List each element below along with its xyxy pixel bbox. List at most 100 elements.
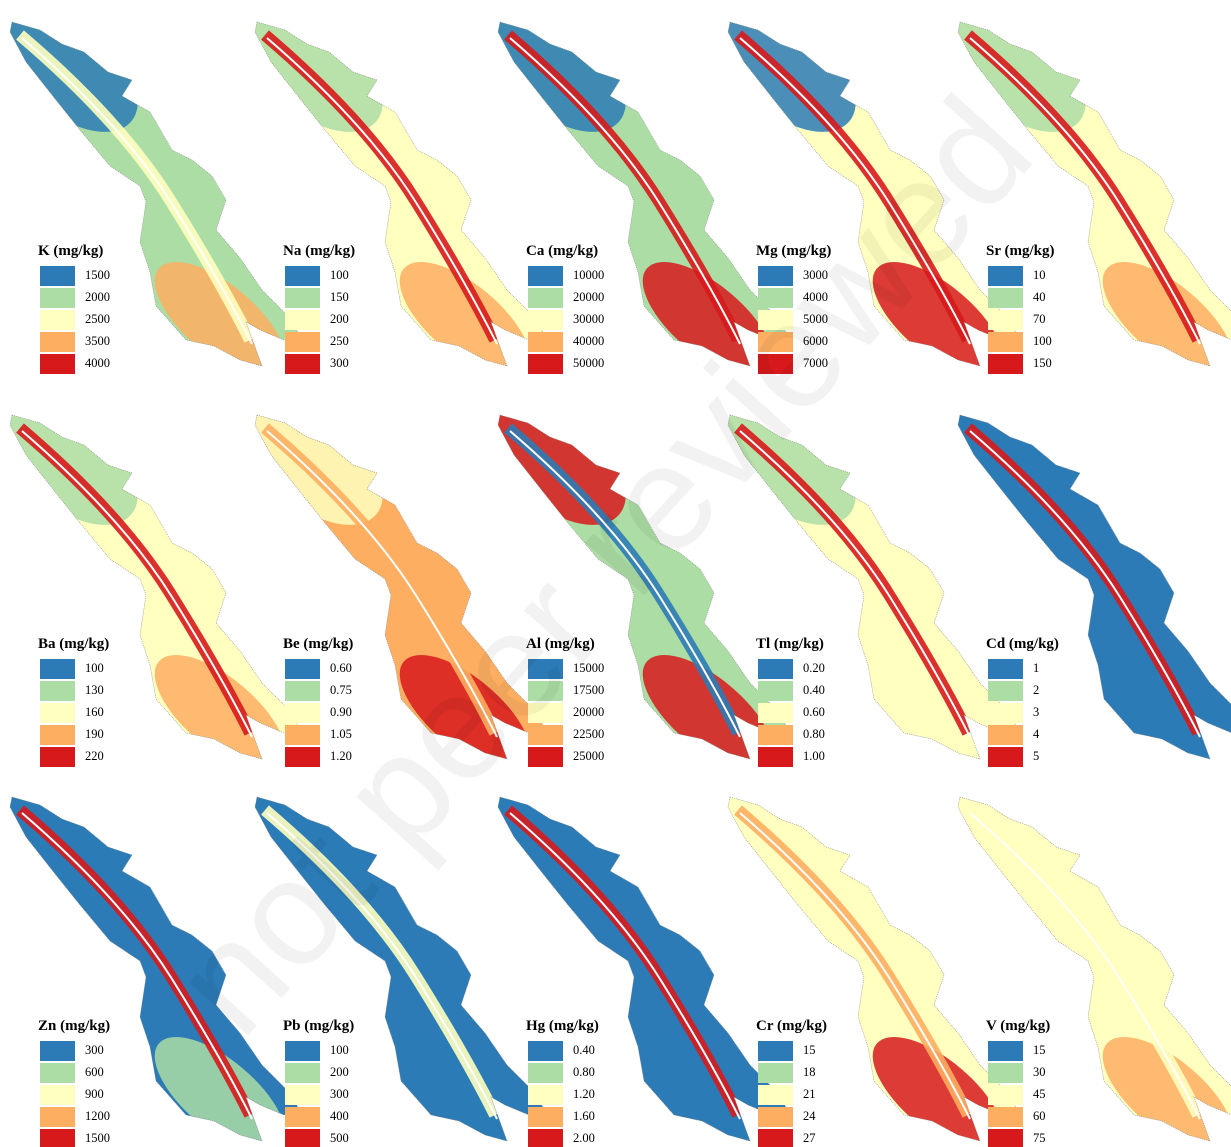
legend: Hg (mg/kg)0.400.801.201.602.00 (526, 1018, 599, 1147)
legend-swatch (758, 659, 793, 679)
legend-title: Zn (mg/kg) (38, 1018, 110, 1034)
legend-label: 600 (85, 1065, 104, 1079)
legend-label: 0.80 (573, 1065, 595, 1079)
legend-swatch (758, 681, 793, 701)
legend-swatch (40, 310, 75, 330)
legend-label: 160 (85, 705, 104, 719)
legend-label: 3500 (85, 334, 110, 348)
legend-label: 30000 (573, 312, 604, 326)
legend-swatch (758, 1107, 793, 1127)
legend-label: 100 (1033, 334, 1052, 348)
legend-label: 400 (330, 1109, 349, 1123)
legend: Pb (mg/kg)100200300400500 (283, 1018, 354, 1147)
legend-swatch (40, 703, 75, 723)
legend-label: 1 (1033, 661, 1039, 675)
legend-label: 5 (1033, 749, 1039, 763)
legend-swatch (528, 354, 563, 374)
figure: K (mg/kg)15002000250035004000Na (mg/kg)1… (0, 0, 1231, 1147)
legend-label: 30 (1033, 1065, 1046, 1079)
legend-title: Ba (mg/kg) (38, 636, 109, 652)
legend-label: 0.40 (573, 1043, 595, 1057)
legend-label: 18 (803, 1065, 816, 1079)
legend-swatch (40, 1107, 75, 1127)
legend-swatch (528, 266, 563, 286)
legend-label: 150 (330, 290, 349, 304)
legend-swatch (285, 354, 320, 374)
legend-swatch (528, 288, 563, 308)
legend-label: 130 (85, 683, 104, 697)
legend-label: 50000 (573, 356, 604, 370)
legend-swatch (758, 1041, 793, 1061)
legend-swatch (988, 681, 1023, 701)
legend-label: 300 (330, 1087, 349, 1101)
legend-label: 2000 (85, 290, 110, 304)
legend-swatch (988, 703, 1023, 723)
legend-title: Hg (mg/kg) (526, 1018, 599, 1034)
legend-label: 0.90 (330, 705, 352, 719)
legend-swatch (988, 288, 1023, 308)
legend-swatch (40, 1041, 75, 1061)
legend-label: 15 (1033, 1043, 1046, 1057)
legend-swatch (758, 703, 793, 723)
legend-label: 20000 (573, 290, 604, 304)
legend-swatch (988, 266, 1023, 286)
legend-label: 10 (1033, 268, 1046, 282)
legend-label: 0.60 (803, 705, 825, 719)
legend-swatch (40, 354, 75, 374)
legend-label: 21 (803, 1087, 816, 1101)
legend-label: 3 (1033, 705, 1039, 719)
legend-swatch (285, 1041, 320, 1061)
legend-label: 100 (330, 268, 349, 282)
legend-label: 2 (1033, 683, 1039, 697)
legend-swatch (285, 1085, 320, 1105)
legend-label: 27 (803, 1131, 816, 1145)
legend-label: 1.20 (573, 1087, 595, 1101)
legend: Zn (mg/kg)30060090012001500 (38, 1018, 110, 1147)
legend-swatch (40, 266, 75, 286)
legend-swatch (40, 1085, 75, 1105)
legend-swatch (988, 725, 1023, 745)
legend-swatch (528, 1085, 563, 1105)
legend-swatch (758, 1129, 793, 1147)
legend-swatch (40, 1063, 75, 1083)
legend-label: 4000 (85, 356, 110, 370)
legend-swatch (528, 1063, 563, 1083)
legend-swatch (528, 1129, 563, 1147)
legend-label: 100 (85, 661, 104, 675)
legend-swatch (528, 310, 563, 330)
legend-swatch (758, 1063, 793, 1083)
legend-label: 2500 (85, 312, 110, 326)
legend-swatch (988, 310, 1023, 330)
legend-label: 75 (1033, 1131, 1046, 1145)
legend-swatch (40, 725, 75, 745)
legend-swatch (285, 288, 320, 308)
legend-title: V (mg/kg) (986, 1018, 1050, 1034)
legend-title: Na (mg/kg) (283, 243, 355, 259)
legend-swatch (528, 1107, 563, 1127)
legend-label: 220 (85, 749, 104, 763)
legend-swatch (40, 681, 75, 701)
legend-title: Cd (mg/kg) (986, 636, 1059, 652)
legend-swatch (758, 747, 793, 767)
legend-label: 22500 (573, 727, 604, 741)
legend-label: 45 (1033, 1087, 1046, 1101)
legend-label: 1500 (85, 268, 110, 282)
legend-label: 200 (330, 312, 349, 326)
legend-label: 300 (330, 356, 349, 370)
legend-label: 1200 (85, 1109, 110, 1123)
legend-swatch (40, 1129, 75, 1147)
legend-label: 150 (1033, 356, 1052, 370)
legend-swatch (285, 681, 320, 701)
legend-swatch (285, 266, 320, 286)
legend-label: 200 (330, 1065, 349, 1079)
legend-title: Be (mg/kg) (283, 636, 353, 652)
legend-label: 10000 (573, 268, 604, 282)
legend-label: 300 (85, 1043, 104, 1057)
legend-swatch (988, 1063, 1023, 1083)
legend-label: 2.00 (573, 1131, 595, 1145)
legend-label: 0.60 (330, 661, 352, 675)
legend-swatch (988, 1085, 1023, 1105)
